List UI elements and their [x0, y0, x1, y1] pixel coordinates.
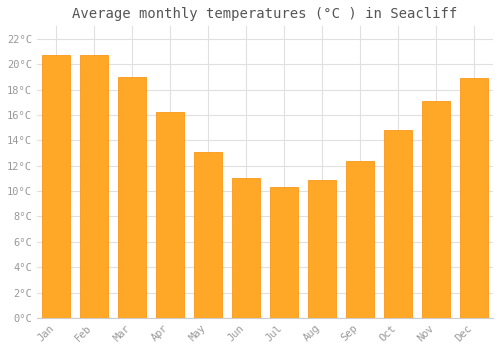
Bar — [80, 55, 108, 318]
Bar — [422, 101, 450, 318]
Bar — [194, 152, 222, 318]
Bar — [156, 112, 184, 318]
Bar — [270, 187, 298, 318]
Title: Average monthly temperatures (°C ) in Seacliff: Average monthly temperatures (°C ) in Se… — [72, 7, 458, 21]
Bar — [460, 78, 488, 318]
Bar — [384, 130, 412, 318]
Bar — [346, 161, 374, 318]
Bar — [42, 55, 70, 318]
Bar — [308, 180, 336, 318]
Bar — [232, 178, 260, 318]
Bar — [118, 77, 146, 318]
